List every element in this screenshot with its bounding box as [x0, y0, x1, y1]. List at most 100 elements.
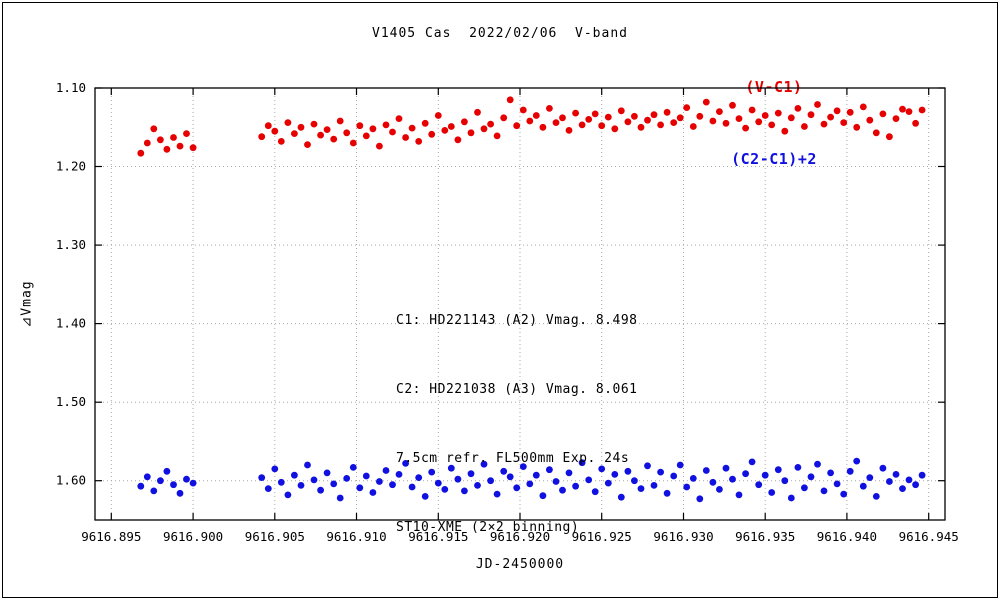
data-point-red — [716, 108, 723, 115]
data-point-red — [454, 136, 462, 144]
data-point-red — [742, 124, 749, 132]
data-point-blue — [506, 473, 514, 481]
data-point-red — [872, 129, 880, 137]
data-point-red — [572, 109, 579, 117]
data-point-blue — [382, 467, 390, 474]
data-point-red — [559, 114, 566, 122]
data-point-red — [480, 125, 488, 133]
data-point-red — [271, 127, 279, 135]
data-point-blue — [428, 468, 436, 476]
data-point-red — [415, 138, 423, 145]
data-point-red — [787, 114, 795, 122]
data-point-red — [683, 104, 691, 111]
data-point-blue — [271, 465, 279, 473]
x-tick-label: 9616.900 — [163, 529, 223, 544]
data-point-blue — [500, 467, 508, 475]
data-point-blue — [389, 481, 396, 489]
data-point-red — [676, 114, 684, 122]
data-point-blue — [137, 482, 145, 490]
data-point-red — [611, 125, 619, 133]
data-point-blue — [886, 478, 893, 485]
data-point-red — [546, 105, 553, 112]
data-point-red — [886, 133, 893, 141]
data-point-blue — [421, 493, 429, 500]
x-tick-label: 9616.915 — [408, 529, 468, 544]
data-point-red — [323, 126, 331, 133]
data-point-red — [143, 139, 151, 147]
data-point-blue — [513, 484, 521, 492]
data-point-blue — [787, 494, 795, 502]
plot-border — [94, 87, 946, 521]
data-point-red — [702, 98, 710, 106]
data-point-blue — [183, 475, 190, 483]
chart-title: V1405 Cas 2022/02/06 V-band — [372, 26, 628, 41]
data-point-red — [291, 130, 298, 138]
data-point-blue — [264, 485, 272, 492]
data-point-blue — [755, 481, 763, 489]
data-point-red — [277, 138, 285, 145]
data-point-blue — [735, 491, 743, 499]
data-point-red — [591, 110, 599, 118]
data-point-red — [912, 119, 919, 127]
data-point-red — [526, 117, 534, 125]
y-tick-label: 1.20 — [56, 159, 86, 174]
data-point-red — [137, 149, 145, 157]
data-point-blue — [277, 478, 285, 486]
x-axis-label: JD-2450000 — [475, 557, 565, 572]
data-point-red — [369, 125, 377, 133]
data-point-red — [748, 106, 756, 114]
data-point-blue — [176, 489, 184, 497]
data-point-red — [157, 136, 164, 144]
data-point-red — [840, 119, 848, 126]
data-point-red — [330, 135, 338, 143]
x-tick-label: 9616.935 — [735, 529, 795, 544]
data-point-blue — [415, 474, 423, 481]
data-point-blue — [356, 484, 364, 492]
x-tick-label: 9616.930 — [653, 529, 713, 544]
x-tick-label: 9616.895 — [81, 529, 141, 544]
data-point-red — [284, 119, 292, 126]
data-point-blue — [774, 466, 782, 474]
data-point-blue — [650, 482, 658, 489]
data-point-red — [389, 128, 396, 136]
data-point-red — [696, 112, 704, 120]
data-point-blue — [604, 479, 612, 487]
data-point-red — [755, 118, 763, 126]
data-point-blue — [297, 482, 305, 489]
data-point-blue — [689, 475, 697, 482]
data-point-blue — [598, 465, 606, 473]
data-point-blue — [624, 467, 632, 475]
data-point-red — [722, 119, 730, 127]
data-point-blue — [395, 471, 403, 478]
data-point-red — [565, 126, 573, 134]
y-tick-label: 1.10 — [56, 80, 86, 95]
data-point-blue — [761, 471, 769, 479]
data-point-blue — [585, 476, 593, 484]
data-point-red — [428, 130, 436, 138]
data-point-red — [539, 123, 547, 131]
data-point-red — [382, 121, 390, 129]
data-point-red — [807, 111, 815, 119]
data-point-red — [670, 119, 678, 126]
data-point-red — [163, 145, 171, 153]
data-point-red — [846, 108, 854, 116]
data-point-blue — [631, 477, 638, 485]
data-point-red — [264, 122, 272, 130]
data-point-blue — [781, 477, 789, 485]
data-point-blue — [291, 471, 298, 479]
data-point-blue — [539, 492, 547, 500]
data-point-red — [487, 120, 494, 128]
data-point-red — [585, 116, 593, 123]
data-point-blue — [170, 481, 177, 489]
annotation-line-c1: C1: HD221143 (A2) Vmag. 8.498 — [396, 313, 638, 328]
data-point-blue — [487, 477, 494, 485]
data-point-blue — [872, 493, 880, 500]
data-point-red — [461, 118, 468, 126]
data-point-blue — [376, 478, 383, 485]
data-point-red — [343, 129, 351, 137]
data-point-blue — [143, 473, 151, 481]
data-point-red — [781, 127, 789, 135]
data-point-blue — [644, 462, 651, 470]
data-point-blue — [637, 485, 645, 492]
data-point-red — [519, 106, 527, 114]
